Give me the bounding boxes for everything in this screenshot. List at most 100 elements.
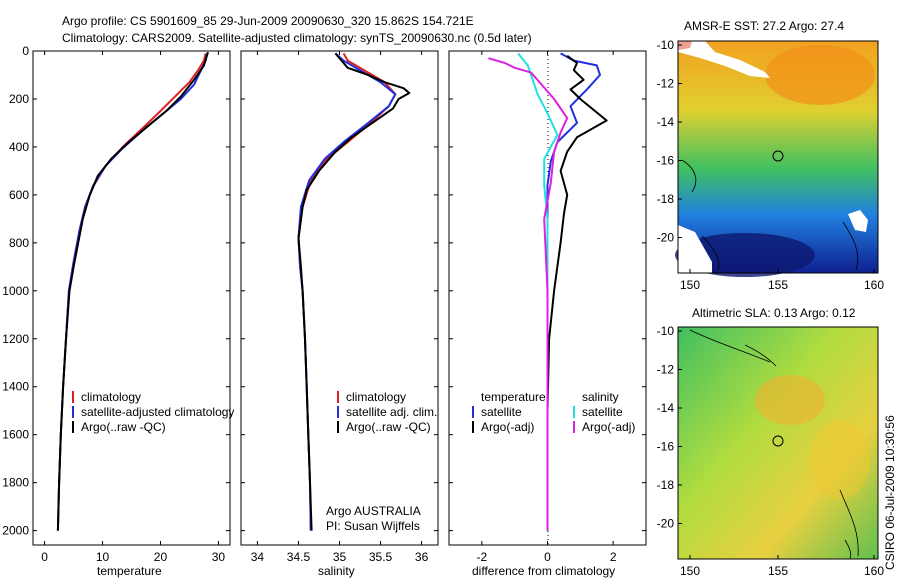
x-tick-label: 0 <box>41 550 48 564</box>
map-y-tick-label: -14 <box>657 401 675 415</box>
y-tick-label: 0 <box>22 44 29 58</box>
land-mask-australia <box>678 225 712 273</box>
legend-label: satellite <box>481 405 522 419</box>
legend-swatch-argo <box>337 421 339 433</box>
map-x-tick-label: 155 <box>768 564 788 578</box>
y-tick-label: 1600 <box>2 428 29 442</box>
sst-map-panel: AMSR-E SST: 27.2 Argo: 27.4 150 155 160 -10… <box>657 19 885 292</box>
sla-map-title: Altimetric SLA: 0.13 Argo: 0.12 <box>692 306 856 320</box>
title-line-1: Argo profile: CS 5901609_85 29-Jun-2009 … <box>62 14 474 28</box>
x-tick-label: 0 <box>544 550 551 564</box>
difference-panel: -2 0 2 difference from climatology tempera… <box>448 50 647 578</box>
sst-contours <box>681 159 859 271</box>
legend-label: Argo(-adj) <box>481 420 534 434</box>
x-tick-label: 34 <box>251 550 265 564</box>
y-tick-label: 400 <box>9 140 29 154</box>
sla-high-patch <box>755 375 825 425</box>
land-patch <box>678 41 692 50</box>
map-y-tick-label: -12 <box>657 363 675 377</box>
credit-stamp: CSIRO 06-Jul-2009 10:30:56 <box>883 415 897 570</box>
map-y-tick-label: -10 <box>657 38 675 52</box>
salinity-axes-frame <box>240 50 439 546</box>
x-tick-label: 2 <box>610 550 617 564</box>
map-x-tick-label: 160 <box>864 564 884 578</box>
x-tick-label: 10 <box>96 550 110 564</box>
legend-swatch-t-argo <box>472 421 474 433</box>
argo-location-marker <box>772 150 784 162</box>
land-mask-reef <box>848 210 868 232</box>
series-line-s-satellite <box>517 52 559 531</box>
series-line-argo-raw-qc- <box>56 51 209 531</box>
x-tick-label: -2 <box>476 550 487 564</box>
legend-label: Argo(-adj) <box>582 420 635 434</box>
legend-swatch-s-satellite <box>573 406 575 418</box>
x-tick-label: 34.5 <box>287 550 311 564</box>
series-line-t-satellite <box>546 52 601 531</box>
map-y-tick-label: -20 <box>657 231 675 245</box>
temperature-panel: 0 200 400 600 800 1000 1200 1400 1600 1800 2000 0 1… <box>2 44 234 578</box>
difference-xlabel: difference from climatology <box>472 564 615 578</box>
series-line-s-argo-adj- <box>488 57 569 531</box>
temperature-legend: climatology satellite-adjusted climatolo… <box>72 390 234 434</box>
map-y-tick-label: -12 <box>657 77 675 91</box>
map-x-tick-label: 155 <box>768 278 788 292</box>
y-tick-label: 1400 <box>2 380 29 394</box>
title-line-2: Climatology: CARS2009. Satellite-adjuste… <box>62 31 532 45</box>
legend-swatch-t-satellite <box>472 406 474 418</box>
sla-coastline-new-guinea <box>689 329 777 367</box>
legend-label: Argo(..raw -QC) <box>346 420 431 434</box>
x-tick-label: 35 <box>333 550 347 564</box>
temperature-xlabel: temperature <box>97 564 162 578</box>
salinity-panel: 34 34.5 35 35.5 36 salinity climatology sate… <box>240 50 439 578</box>
x-tick-label: 30 <box>212 550 226 564</box>
legend-swatch-satellite <box>72 406 74 418</box>
series-line-t-argo-adj- <box>546 54 608 531</box>
y-tick-label: 1000 <box>2 284 29 298</box>
pi-annotation: PI: Susan Wijffels <box>326 519 420 533</box>
legend-swatch-argo <box>72 421 74 433</box>
sla-coastline-australia <box>839 489 859 559</box>
series-line-satellite-adj-clim- <box>297 52 397 531</box>
argo-program-annotation: Argo AUSTRALIA <box>326 504 421 518</box>
sla-high-patch-2 <box>810 420 870 500</box>
sst-map-title: AMSR-E SST: 27.2 Argo: 27.4 <box>684 19 844 33</box>
legend-swatch-s-argo <box>573 421 575 433</box>
salinity-xlabel: salinity <box>318 564 355 578</box>
legend-label: satellite-adjusted climatology <box>81 405 234 419</box>
land-mask-new-guinea <box>678 41 770 78</box>
sst-warm-patch <box>765 45 875 105</box>
x-tick-label: 20 <box>154 550 168 564</box>
map-x-tick-label: 150 <box>680 564 700 578</box>
series-line-climatology <box>297 52 397 531</box>
map-y-tick-label: -18 <box>657 478 675 492</box>
legend-label: satellite <box>582 405 623 419</box>
legend-swatch-satellite <box>337 406 339 418</box>
series-line-climatology <box>56 53 207 531</box>
y-tick-label: 2000 <box>2 524 29 538</box>
difference-legend: temperature salinity satellite Argo(-adj… <box>472 390 635 434</box>
map-x-tick-label: 160 <box>864 278 884 292</box>
y-tick-label: 1800 <box>2 476 29 490</box>
series-line-argo-raw-qc- <box>297 52 411 531</box>
legend-swatch-climatology <box>337 391 339 403</box>
map-y-tick-label: -16 <box>657 440 675 454</box>
map-x-tick-label: 150 <box>680 278 700 292</box>
map-y-tick-label: -18 <box>657 192 675 206</box>
legend-header-temperature: temperature <box>481 390 546 404</box>
legend-label: Argo(..raw -QC) <box>81 420 166 434</box>
y-tick-label: 1200 <box>2 332 29 346</box>
map-y-tick-label: -20 <box>657 517 675 531</box>
map-y-tick-label: -10 <box>657 324 675 338</box>
x-tick-label: 35.5 <box>369 550 393 564</box>
legend-swatch-climatology <box>72 391 74 403</box>
legend-label: climatology <box>81 390 141 404</box>
legend-label: climatology <box>346 390 406 404</box>
y-tick-label: 200 <box>9 92 29 106</box>
map-y-tick-label: -16 <box>657 154 675 168</box>
x-tick-label: 36 <box>415 550 429 564</box>
map-y-tick-label: -14 <box>657 115 675 129</box>
temperature-axes-frame <box>32 50 231 546</box>
legend-label: satellite adj. clim. <box>346 405 437 419</box>
salinity-legend: climatology satellite adj. clim. Argo(..… <box>337 390 437 434</box>
